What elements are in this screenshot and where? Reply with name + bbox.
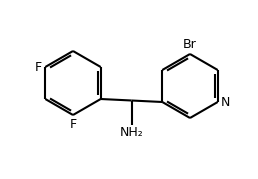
Text: Br: Br [183,38,197,51]
Text: NH₂: NH₂ [120,127,143,139]
Text: N: N [221,96,230,108]
Text: F: F [69,118,77,131]
Text: F: F [35,61,42,74]
